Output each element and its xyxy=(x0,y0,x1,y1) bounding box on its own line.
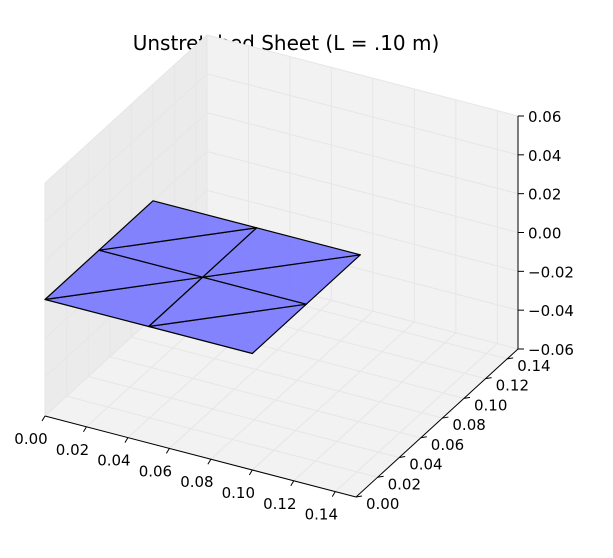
x-tick-mark xyxy=(248,469,253,476)
grid-line-z-left xyxy=(44,112,208,262)
grid-line-z-left xyxy=(44,73,208,223)
sheet-triangle-7 xyxy=(202,227,361,278)
y-tick-label: 0.00 xyxy=(366,495,399,513)
y-tick-mark xyxy=(463,396,471,399)
grid-line-z-back xyxy=(206,151,519,233)
y-axis-ticks: 0.00 0.020.04 0.06 0.08 0.100.12 0.14 xyxy=(355,357,551,513)
y-tick-mark xyxy=(507,357,514,360)
z-tick-label: −0.04 xyxy=(528,302,574,320)
x-tick-mark xyxy=(41,415,46,422)
x-tick-label: 0.00 xyxy=(14,430,47,448)
x-tick-mark xyxy=(290,480,295,487)
z-tick-label: 0.00 xyxy=(528,225,561,243)
sheet-triangle-5 xyxy=(98,200,258,251)
grid-line-z-back xyxy=(206,73,519,156)
y-tick-label: 0.14 xyxy=(517,357,550,375)
grid-line-y-floor xyxy=(109,356,421,439)
x-tick-mark xyxy=(165,448,170,454)
y-tick-label: 0.08 xyxy=(452,416,485,434)
x-tick-label: 0.02 xyxy=(56,441,89,459)
x-tick-mark xyxy=(207,458,212,465)
y-tick-mark xyxy=(399,456,406,459)
x-tick-label: 0.08 xyxy=(180,473,213,491)
z-tick-label: 0.06 xyxy=(528,108,561,126)
grid-line-y-floor xyxy=(66,395,378,478)
y-tick-mark xyxy=(420,436,427,439)
y-tick-mark xyxy=(485,377,492,380)
chart-title: Unstretched Sheet (L = .10 m) xyxy=(133,31,440,55)
x-axis-ticks: 0.00 0.02 0.04 0.06 0.08 0.10 0.12 0.14 xyxy=(14,415,338,524)
grid-line-x-floor xyxy=(169,300,332,449)
y-tick-mark xyxy=(355,495,363,498)
z-tick-label: 0.04 xyxy=(528,147,561,165)
y-tick-label: 0.04 xyxy=(409,456,442,474)
grid-line-y-floor xyxy=(131,336,443,419)
x-tick-label: 0.12 xyxy=(263,495,296,513)
y-axis-line xyxy=(355,348,519,498)
z-tick-label: −0.06 xyxy=(528,341,574,359)
grid-line-x-floor xyxy=(334,343,498,492)
y-tick-mark xyxy=(442,416,449,419)
y-tick-label: 0.12 xyxy=(496,377,529,395)
y-tick-label: 0.06 xyxy=(431,436,464,454)
grid-line-y-floor xyxy=(88,376,400,459)
x-tick-mark xyxy=(83,426,87,433)
y-tick-label: 0.10 xyxy=(474,396,507,414)
grid-line-z-back xyxy=(206,189,519,272)
z-tick-label: −0.02 xyxy=(528,263,574,281)
x-tick-label: 0.10 xyxy=(222,484,255,502)
x-tick-label: 0.06 xyxy=(139,462,172,480)
grid-line-z-left xyxy=(44,34,208,184)
sheet-surface xyxy=(44,200,361,355)
x-tick-mark xyxy=(331,491,336,497)
grid-line-z-back xyxy=(206,112,519,195)
z-tick-label: 0.02 xyxy=(528,186,561,204)
x-tick-label: 0.14 xyxy=(305,506,338,524)
y-tick-label: 0.02 xyxy=(388,475,421,493)
z-axis-ticks: 0.06 0.04 0.02 0.00 −0.02 −0.04 −0.06 xyxy=(518,108,574,359)
x-tick-label: 0.04 xyxy=(97,452,130,470)
x-axis-line xyxy=(44,415,357,498)
grid-line-x-floor xyxy=(251,321,415,471)
grid-line-x-floor xyxy=(210,310,374,460)
y-tick-mark xyxy=(377,475,384,478)
x-tick-mark xyxy=(124,437,129,443)
grid-line-x-floor xyxy=(293,332,457,482)
grid-line-z-back xyxy=(206,34,519,117)
